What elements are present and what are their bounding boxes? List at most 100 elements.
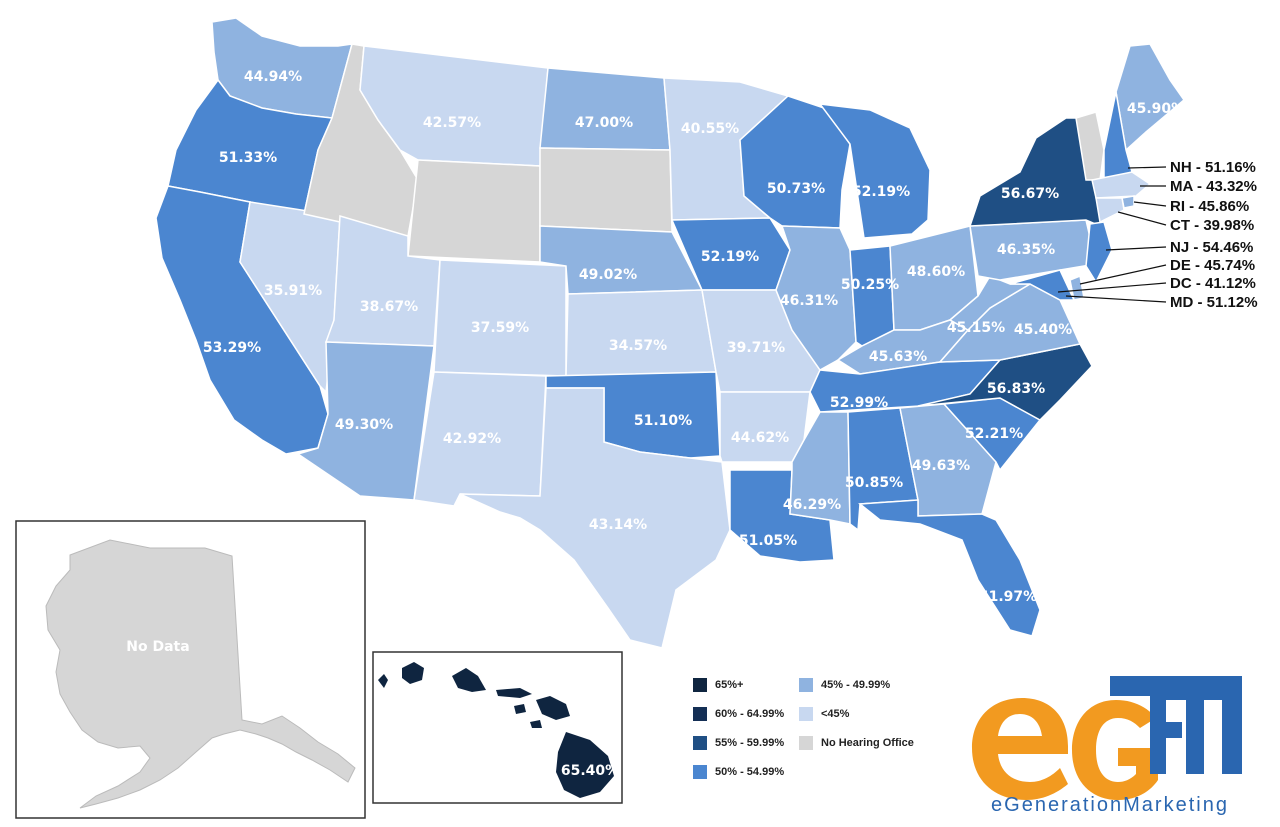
alaska-inset: No Data: [15, 520, 366, 819]
state-label-mo: 39.71%: [727, 340, 785, 356]
state-label-mn: 40.55%: [681, 121, 739, 137]
alaska-shape: [45, 539, 356, 809]
hawaii-island-kauai: [402, 662, 424, 684]
hawaii-islands: [378, 662, 614, 798]
state-label-ms: 46.29%: [783, 497, 841, 513]
alaska-label: No Data: [126, 639, 189, 655]
callout-label: RI - 45.86%: [1170, 198, 1249, 215]
legend-swatch: [799, 678, 813, 692]
state-label-me: 45.90%: [1127, 101, 1185, 117]
state-label-ky: 45.63%: [869, 349, 927, 365]
state-label-fl: 51.97%: [979, 589, 1037, 605]
callout-label: NH - 51.16%: [1170, 159, 1256, 176]
states-layer: [155, 17, 1186, 649]
legend-item-no-hearing: No Hearing Office: [799, 736, 914, 750]
legend-item-65plus: 65%+: [693, 678, 743, 692]
callout-line: [1079, 264, 1167, 285]
state-labels-layer: 44.94% 51.33% 53.29% 35.91% 42.57% 38.67% 49.3…: [203, 69, 1185, 605]
state-label-il: 46.31%: [780, 293, 838, 309]
state-label-ks: 34.57%: [609, 338, 667, 354]
legend-label: <45%: [821, 708, 850, 720]
state-ma: [1091, 171, 1152, 199]
state-label-ga: 49.63%: [912, 458, 970, 474]
state-fl: [858, 499, 1041, 637]
callout-label: CT - 39.98%: [1170, 217, 1254, 234]
legend-label: 65%+: [715, 679, 744, 691]
hawaii-island-oahu: [452, 668, 486, 692]
state-az: [296, 341, 435, 501]
hawaii-island-molokai: [496, 688, 532, 698]
legend-label: 60% - 64.99%: [715, 708, 785, 720]
state-label-mt: 42.57%: [423, 115, 481, 131]
state-label-nd: 47.00%: [575, 115, 633, 131]
state-wy: [407, 159, 541, 263]
legend-label: No Hearing Office: [821, 737, 914, 749]
hawaii-inset: 65.40%: [372, 651, 623, 804]
legend-item-under45: <45%: [799, 707, 849, 721]
state-label-az: 49.30%: [335, 417, 393, 433]
state-nh: [1103, 91, 1133, 181]
legend-item-60: 60% - 64.99%: [693, 707, 784, 721]
state-label-ia: 52.19%: [701, 249, 759, 265]
state-ar: [719, 391, 811, 463]
state-label-sc: 52.21%: [965, 426, 1023, 442]
state-co: [433, 259, 567, 377]
callout-line: [1133, 201, 1167, 207]
state-il: [775, 225, 857, 371]
state-label-tn: 52.99%: [830, 395, 888, 411]
legend-item-50: 50% - 54.99%: [693, 765, 784, 779]
state-md: [1009, 269, 1076, 301]
hawaii-label: 65.40%: [561, 763, 619, 779]
legend-item-55: 55% - 59.99%: [693, 736, 784, 750]
logo-en-block: [1110, 676, 1242, 774]
state-vt: [1075, 111, 1105, 181]
egen-logo: eGenerationMarketing: [972, 676, 1242, 816]
state-mi: [818, 103, 931, 239]
state-label-ar: 44.62%: [731, 430, 789, 446]
state-label-al: 50.85%: [845, 475, 903, 491]
legend-label: 45% - 49.99%: [821, 679, 891, 691]
hawaii-island-maui: [536, 696, 570, 720]
state-label-ny: 56.67%: [1001, 186, 1059, 202]
state-in: [849, 245, 895, 347]
legend-swatch: [799, 736, 813, 750]
legend-swatch: [799, 707, 813, 721]
state-label-wv: 45.15%: [947, 320, 1005, 336]
state-label-nc: 56.83%: [987, 381, 1045, 397]
state-label-in: 50.25%: [841, 277, 899, 293]
logo-e-letter: [972, 698, 1068, 800]
logo-g-letter: [1072, 700, 1158, 800]
state-label-nv: 35.91%: [264, 283, 322, 299]
state-label-wa: 44.94%: [244, 69, 302, 85]
callout-line: [1105, 246, 1167, 251]
legend-swatch: [693, 736, 707, 750]
state-nj: [1085, 221, 1113, 284]
hawaii-island-lanai: [514, 704, 526, 714]
legend-swatch: [693, 707, 707, 721]
state-label-or: 51.33%: [219, 150, 277, 166]
legend-swatch: [693, 765, 707, 779]
state-label-mi: 52.19%: [852, 184, 910, 200]
callout-label: MA - 43.32%: [1170, 178, 1257, 195]
legend: 65%+ 60% - 64.99% 55% - 59.99% 50% - 54.…: [693, 674, 943, 779]
callout-line: [1065, 295, 1167, 303]
callout-label: MD - 51.12%: [1170, 294, 1258, 311]
callout-label: NJ - 54.46%: [1170, 239, 1253, 256]
state-label-ut: 38.67%: [360, 299, 418, 315]
callout-line: [1117, 211, 1167, 226]
state-label-va: 45.40%: [1014, 322, 1072, 338]
legend-label: 50% - 54.99%: [715, 766, 785, 778]
state-label-ok: 51.10%: [634, 413, 692, 429]
callout-label: DE - 45.74%: [1170, 257, 1255, 274]
hawaii-island-kahoolawe: [530, 720, 542, 728]
callout-label: DC - 41.12%: [1170, 275, 1256, 292]
hawaii-island-niihau: [378, 674, 388, 688]
state-label-nm: 42.92%: [443, 431, 501, 447]
callouts-layer: NH - 51.16% MA - 43.32% RI - 45.86% CT - 39…: [1057, 159, 1258, 311]
state-de: [1069, 274, 1085, 301]
state-label-co: 37.59%: [471, 320, 529, 336]
legend-item-45: 45% - 49.99%: [799, 678, 890, 692]
state-label-ca: 53.29%: [203, 340, 261, 356]
state-ks: [565, 289, 717, 377]
